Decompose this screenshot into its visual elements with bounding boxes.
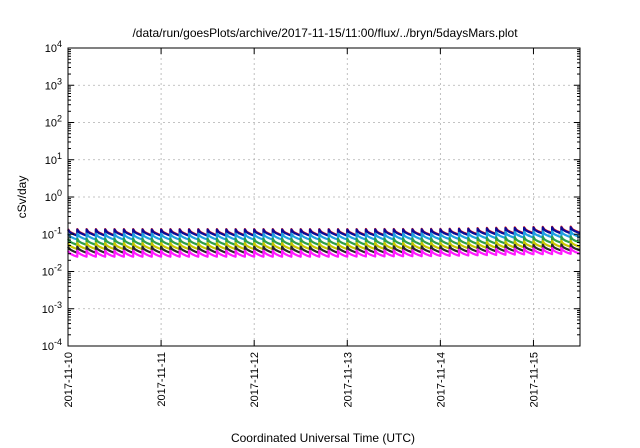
- y-tick-label: 10-2: [42, 263, 62, 279]
- tick-labels: 10-4 10-3 10-2 10-1 100 101 102 103 104 2017-11-1…: [42, 39, 541, 407]
- series-line: [67, 239, 581, 251]
- y-tick-label: 102: [45, 114, 62, 130]
- x-tick-label: 2017-11-10: [63, 352, 75, 407]
- chart-title: /data/run/goesPlots/archive/2017-11-15/1…: [132, 26, 518, 40]
- y-tick-label: 10-4: [42, 337, 62, 353]
- x-tick-label: 2017-11-13: [342, 352, 354, 407]
- x-tick-label: 2017-11-11: [156, 352, 168, 407]
- series-line: [67, 226, 581, 237]
- x-tick-label: 2017-11-15: [528, 352, 540, 407]
- y-axis-label: cSv/day: [15, 176, 29, 219]
- y-tick-label: 100: [45, 188, 62, 204]
- x-tick-label: 2017-11-14: [435, 352, 447, 407]
- y-tick-label: 103: [45, 76, 62, 92]
- series-line: [67, 230, 581, 241]
- series-line: [67, 235, 581, 246]
- y-tick-label: 104: [45, 39, 62, 55]
- axis-ticks: [67, 47, 580, 347]
- series-line: [67, 243, 581, 254]
- x-tick-label: 2017-11-12: [249, 352, 261, 407]
- series-lines: [67, 225, 581, 258]
- y-tick-label: 10-1: [42, 225, 62, 241]
- x-axis-label: Coordinated Universal Time (UTC): [231, 431, 415, 445]
- series-line: [67, 246, 581, 258]
- y-tick-label: 10-3: [42, 300, 62, 316]
- y-tick-label: 101: [45, 151, 62, 167]
